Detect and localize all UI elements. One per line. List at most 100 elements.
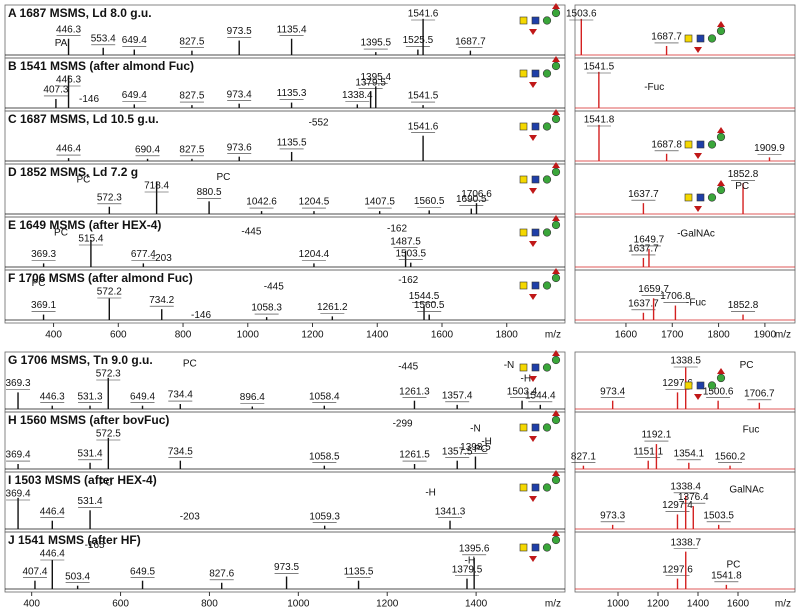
glycan-hex	[542, 122, 552, 131]
annotation: -162	[387, 223, 407, 234]
peak-label: 1376.4	[678, 492, 709, 503]
annotation: PA	[55, 38, 68, 49]
glycan-galnac	[684, 34, 693, 43]
panel-frame	[574, 269, 796, 324]
annotation: -Fuc	[644, 82, 664, 93]
glycan-glcnac	[531, 543, 540, 552]
annotation: -N	[470, 423, 481, 434]
panel-frame	[574, 531, 796, 593]
x-tick-label: 1600	[615, 330, 638, 341]
glycan-glcnac	[531, 363, 540, 372]
glycan-fuc	[552, 470, 560, 476]
glycan-galnac	[519, 483, 528, 492]
x-tick-label: 800	[201, 599, 218, 610]
annotation: PC	[735, 181, 749, 192]
peak-label: 1135.4	[277, 24, 307, 35]
x-tick-label: 800	[175, 330, 192, 341]
glycan-fuc	[694, 394, 702, 400]
peak-label: 1560.5	[414, 300, 445, 311]
peak-label: 1398.5	[460, 442, 491, 453]
peak-label: 734.2	[149, 295, 174, 306]
glycan-hex	[542, 423, 552, 432]
glycan-fuc	[529, 82, 537, 88]
glycan-galnac	[519, 228, 528, 237]
annotation: PC	[99, 477, 113, 488]
annotation: -H	[465, 555, 476, 566]
glycan-fuc	[552, 109, 560, 115]
annotation: PC	[54, 228, 68, 239]
annotation: -H	[521, 374, 532, 385]
glycan-glcnac	[696, 140, 705, 149]
glycan-galnac	[684, 140, 693, 149]
glycan-fuc	[529, 376, 537, 382]
x-tick-label: 400	[23, 599, 40, 610]
annotation: -552	[309, 117, 329, 128]
peak-label: 369.4	[6, 450, 31, 461]
annotation: -146	[79, 94, 99, 105]
peak-label: 369.4	[6, 489, 31, 500]
peak-label: 973.5	[227, 26, 252, 37]
glycan-hex	[716, 132, 726, 142]
x-tick-label: 1000	[607, 599, 630, 610]
panel-title: B 1541 MSMS (after almond Fuc)	[8, 59, 194, 73]
panel-title: H 1560 MSMS (after bovFuc)	[8, 413, 169, 427]
peak-label: 1338.5	[670, 356, 701, 367]
peak-label: 1649.7	[634, 235, 665, 246]
glycan-hex	[542, 281, 552, 290]
glycan-hex	[551, 273, 561, 283]
peak-label: 1151.1	[633, 446, 663, 457]
panel-title: E 1649 MSMS (after HEX-4)	[8, 218, 161, 232]
glycan-hex	[551, 8, 561, 18]
annotation: -162	[398, 275, 418, 286]
peak-label: 677.4	[131, 249, 156, 260]
glycan-hex	[551, 114, 561, 124]
glycan-hex	[707, 34, 717, 43]
annotation: -H	[481, 437, 492, 448]
annotation: PC	[474, 444, 488, 455]
peak-label: 1297.6	[662, 564, 693, 575]
annotation: -203	[180, 512, 200, 523]
peak-label: 1407.5	[364, 197, 395, 208]
annotation: -H	[425, 488, 436, 499]
x-tick-label: 1600	[727, 599, 750, 610]
peak-label: 1338.4	[342, 90, 373, 101]
glycan-glcnac	[531, 122, 540, 131]
glycan-hex	[551, 535, 561, 545]
glycan-galnac	[519, 122, 528, 131]
x-tick-label: 600	[112, 599, 129, 610]
annotation: PC	[216, 172, 230, 183]
annotation: PC	[740, 360, 754, 371]
glycan-galnac	[519, 69, 528, 78]
peak-label: 1487.5	[390, 236, 421, 247]
panel-frame	[574, 411, 796, 473]
peak-label: 973.4	[227, 89, 252, 100]
peak-label: 446.4	[56, 144, 81, 155]
peak-label: 531.3	[78, 391, 103, 402]
x-tick-label: 1200	[376, 599, 399, 610]
panel-title: I 1503 MSMS (after HEX-4)	[8, 473, 157, 487]
annotation: -GalNAc	[677, 229, 715, 240]
glycan-hex	[551, 167, 561, 177]
peak-label: 1637.7	[628, 298, 659, 309]
glycan-fuc	[529, 135, 537, 141]
peak-label: 690.4	[135, 144, 160, 155]
peak-label: 553.4	[91, 33, 116, 44]
panel-frame	[574, 216, 796, 271]
peak-label: 369.3	[31, 249, 56, 260]
peak-label: 1503.5	[395, 248, 426, 259]
glycan-hex	[551, 475, 561, 485]
glycan-fuc	[529, 241, 537, 247]
peak-label: 827.6	[209, 568, 234, 579]
glycan-fuc	[529, 294, 537, 300]
glycan-galnac	[684, 381, 693, 390]
annotation: Fuc	[743, 425, 760, 436]
peak-label: 973.6	[227, 142, 252, 153]
annotation: -Fuc	[686, 298, 706, 309]
peak-label: 1395.6	[459, 543, 490, 554]
glycan-glcnac	[531, 423, 540, 432]
peak-label: 1541.5	[408, 91, 439, 102]
annotation: PC	[183, 359, 197, 370]
glycan-fuc	[717, 21, 725, 27]
peak-label: 1503.5	[703, 510, 734, 521]
